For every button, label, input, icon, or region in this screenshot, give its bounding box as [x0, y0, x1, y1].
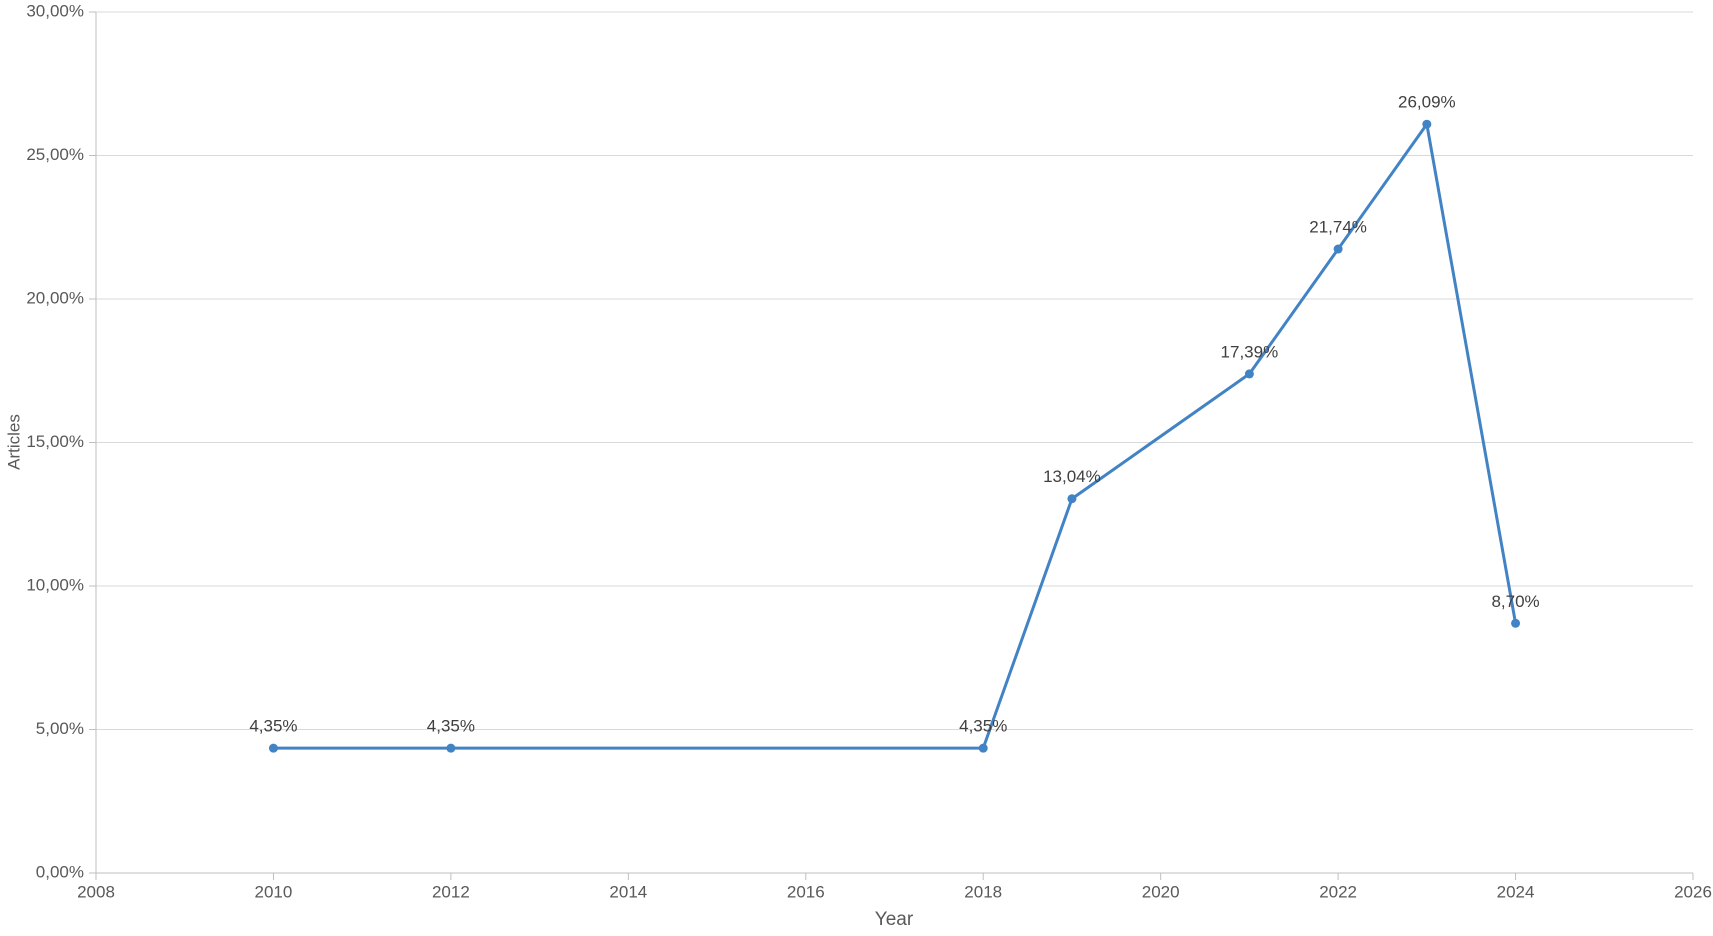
data-point-marker	[1422, 119, 1432, 129]
data-label: 8,70%	[1491, 592, 1539, 611]
data-label: 4,35%	[427, 717, 475, 736]
x-tick-label: 2024	[1497, 882, 1535, 901]
data-label: 21,74%	[1309, 218, 1367, 237]
x-tick-label: 2016	[787, 882, 825, 901]
data-point-marker	[1511, 618, 1521, 628]
data-point-marker	[1067, 494, 1077, 504]
y-tick-label: 0,00%	[36, 862, 84, 881]
data-label: 13,04%	[1043, 467, 1101, 486]
series-line	[271, 122, 1518, 750]
tick-labels: 0,00% 5,00% 10,00% 15,00% 20,00% 25,00% 30,00%…	[26, 1, 1712, 901]
x-tick-label: 2008	[77, 882, 115, 901]
x-tick-label: 2018	[964, 882, 1002, 901]
data-point-marker	[978, 743, 988, 753]
data-labels: 4,35% 4,35% 4,35% 13,04% 17,39% 21,74% 26,09% 8…	[249, 93, 1539, 736]
data-label: 17,39%	[1221, 342, 1279, 361]
data-label: 26,09%	[1398, 93, 1456, 112]
x-tick-label: 2010	[255, 882, 293, 901]
data-point-marker	[1333, 244, 1343, 254]
y-axis-title: Articles	[4, 414, 23, 470]
gridlines	[96, 11, 1693, 730]
x-tick-label: 2020	[1142, 882, 1180, 901]
x-tick-label: 2022	[1319, 882, 1357, 901]
data-point-marker	[268, 743, 278, 753]
x-tick-label: 2026	[1674, 882, 1712, 901]
y-tick-label: 25,00%	[26, 145, 84, 164]
series	[268, 119, 1521, 753]
data-label: 4,35%	[249, 717, 297, 736]
y-tick-label: 30,00%	[26, 1, 84, 20]
data-label: 4,35%	[959, 717, 1007, 736]
y-tick-label: 10,00%	[26, 575, 84, 594]
data-point-marker	[446, 743, 456, 753]
axes	[89, 11, 1694, 880]
x-tick-label: 2014	[609, 882, 647, 901]
y-tick-label: 5,00%	[36, 719, 84, 738]
x-tick-label: 2012	[432, 882, 470, 901]
y-tick-label: 20,00%	[26, 288, 84, 307]
x-axis-title: Year	[875, 909, 914, 930]
data-point-marker	[1244, 369, 1254, 379]
y-tick-label: 15,00%	[26, 432, 84, 451]
